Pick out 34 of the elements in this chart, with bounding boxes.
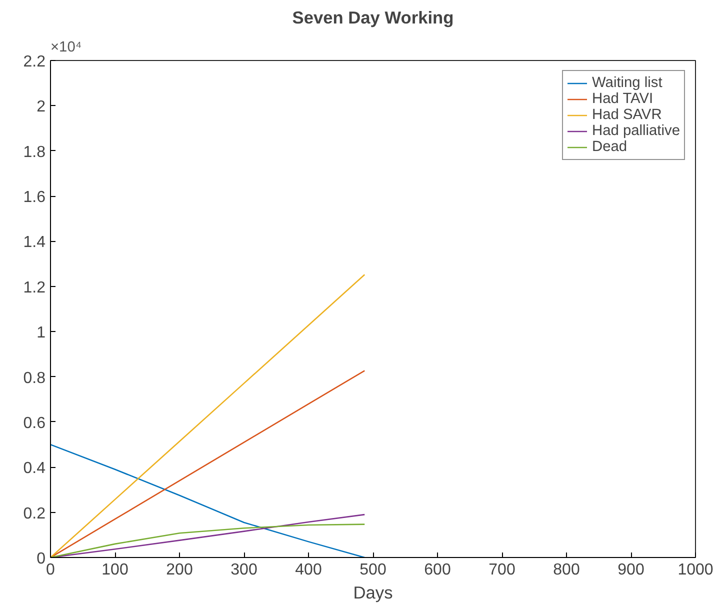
line-series	[50, 444, 366, 558]
y-tick-label: 0.8	[23, 370, 46, 387]
line-series	[50, 274, 366, 558]
y-tick-label: 2.2	[23, 54, 46, 70]
line-series	[50, 524, 366, 558]
text: ×10⁴	[50, 40, 82, 56]
y-tick-label: 0	[36, 550, 46, 568]
x-tick-label: 1000	[678, 562, 714, 578]
x-tick-label: 500	[360, 562, 386, 578]
x-axis-title: Days	[353, 582, 394, 602]
legend-label: Waiting list	[592, 75, 662, 91]
y-tick-label: 1.8	[23, 144, 46, 161]
legend-label: Had SAVR	[592, 107, 662, 123]
y-tick-label: 1.4	[23, 234, 46, 252]
legend-label: Had TAVI	[592, 91, 654, 107]
x-tick-label: 600	[424, 562, 451, 578]
y-tick-label: 2	[36, 98, 46, 116]
legend-label: Dead	[592, 139, 628, 155]
y-tick-label: 1.6	[23, 189, 46, 206]
x-tick-label: 200	[166, 562, 193, 578]
y-tick-label: 0.4	[23, 460, 46, 478]
line-series	[50, 370, 366, 558]
x-tick-label: 400	[295, 562, 322, 578]
legend-label: Had palliative	[592, 123, 680, 139]
y-tick-label: 1.2	[23, 279, 46, 296]
x-tick-label: 800	[553, 562, 580, 578]
x-tick-label: 700	[488, 562, 516, 578]
y-tick-label: 0.6	[23, 414, 46, 432]
x-tick-label: 900	[618, 562, 644, 578]
chart-title: Seven Day Working	[292, 8, 454, 28]
y-tick-label: 0.2	[23, 505, 46, 522]
y-tick-label: 1	[36, 324, 46, 342]
x-tick-label: 100	[102, 562, 128, 578]
x-tick-label: 300	[230, 562, 258, 578]
